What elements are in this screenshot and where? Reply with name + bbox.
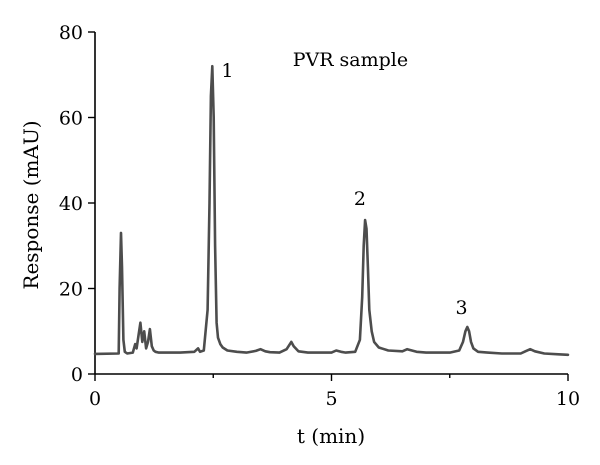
chromatogram-trace [93, 64, 570, 357]
peak-annotation: PVR sample [293, 49, 408, 71]
x-tick-label: 10 [556, 388, 580, 410]
x-tick-label: 5 [325, 388, 337, 410]
axes [94, 32, 568, 375]
peak-annotation: 1 [221, 60, 233, 82]
y-tick-label: 0 [71, 364, 83, 386]
y-tick-label: 80 [59, 22, 83, 44]
x-tick-label: 0 [89, 388, 101, 410]
annotations: PVR sample 1 2 3 [221, 49, 467, 319]
axis-ticks: 0 20 40 60 80 0 5 10 [59, 22, 580, 410]
plot-area [93, 64, 570, 357]
peak-annotation: 2 [354, 188, 366, 210]
y-tick-label: 20 [59, 279, 83, 301]
y-tick-label: 60 [59, 108, 83, 130]
y-axis-title: Response (mAU) [19, 120, 43, 289]
y-tick-label: 40 [59, 193, 83, 215]
peak-annotation: 3 [456, 297, 468, 319]
x-axis-title: t (min) [297, 424, 365, 448]
